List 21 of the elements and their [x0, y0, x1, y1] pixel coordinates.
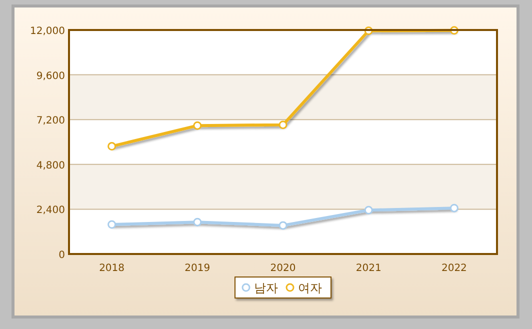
legend-label: 여자 [298, 281, 322, 295]
x-tick-label: 2021 [356, 263, 382, 274]
point [450, 204, 458, 212]
y-tick-label: 9,600 [36, 70, 65, 82]
point [193, 218, 202, 226]
x-tick-label: 2020 [270, 263, 296, 274]
y-tick-label: 4,800 [36, 160, 65, 172]
point [108, 142, 116, 151]
point [364, 206, 373, 214]
x-tick-label: 2019 [184, 263, 210, 274]
point [278, 221, 288, 230]
point [193, 121, 202, 130]
y-tick-label: 2,400 [36, 205, 65, 216]
point [108, 220, 116, 229]
y-tick-label: 0 [58, 250, 65, 261]
legend-label: 남자 [254, 281, 278, 295]
y-tick-label: 12,000 [30, 26, 65, 37]
x-tick-label: 2018 [99, 263, 125, 274]
x-tick-label: 2022 [441, 263, 467, 274]
y-tick-label: 7,200 [36, 116, 65, 127]
point [278, 120, 288, 130]
